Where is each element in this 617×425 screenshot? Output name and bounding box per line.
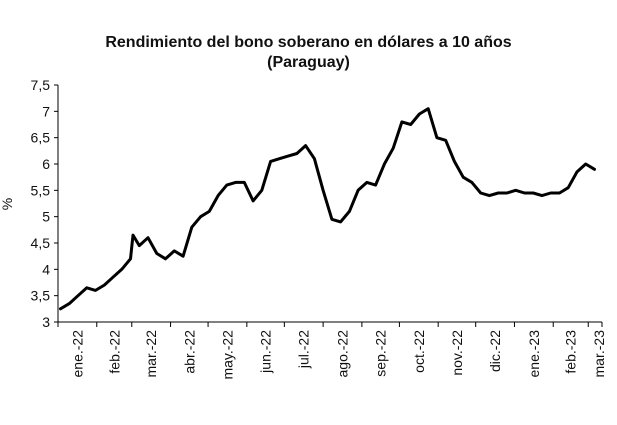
x-tick-label: ene.-22: [69, 330, 85, 378]
chart-title: Rendimiento del bono soberano en dólares…: [0, 33, 617, 73]
chart-subtitle: (Paraguay): [267, 54, 350, 71]
x-tick-label: nov.-22: [449, 330, 465, 376]
x-tick-label: abr.-22: [181, 330, 197, 374]
x-tick-label: jul.-22: [296, 330, 312, 369]
y-tick-label: 4,5: [31, 235, 51, 251]
axes: [57, 85, 602, 323]
x-tick-label: jun.-22: [258, 330, 274, 374]
y-tick-label: 7: [42, 103, 50, 119]
y-axis-ticks: 3 3,5 4 4,5 5 5,5 6 6,5 7 7,5: [31, 77, 58, 330]
x-tick-label: mar.-23: [591, 330, 607, 378]
y-tick-label: 6,5: [31, 130, 51, 146]
series-layer: [59, 107, 596, 311]
x-tick-label: mar.-22: [143, 330, 159, 378]
x-tick-label: feb.-23: [563, 330, 579, 374]
x-tick-label: sep.-22: [373, 330, 389, 377]
chart-title-main: Rendimiento del bono soberano en dólares…: [105, 34, 512, 51]
y-tick-label: 5: [42, 209, 50, 225]
y-tick-label: 3,5: [31, 288, 51, 304]
x-axis-ticks: ene.-22 feb.-22 mar.-22 abr.-22 may.-22 jun.-…: [57, 322, 607, 380]
y-tick-label: 6: [42, 156, 50, 172]
x-tick-label: oct.-22: [411, 330, 427, 373]
y-tick-label: 5,5: [31, 182, 51, 198]
y-tick-label: 7,5: [31, 77, 51, 93]
x-tick-label: dic.-22: [487, 330, 503, 372]
y-axis-title: %: [0, 198, 15, 210]
x-tick-label: feb.-22: [106, 330, 122, 374]
y-tick-label: 4: [42, 261, 50, 277]
x-tick-label: ene.-23: [526, 330, 542, 378]
y-tick-label: 3: [42, 314, 50, 330]
series-line: [59, 107, 596, 311]
x-tick-label: may.-22: [219, 330, 235, 380]
x-tick-label: ago.-22: [335, 330, 351, 378]
